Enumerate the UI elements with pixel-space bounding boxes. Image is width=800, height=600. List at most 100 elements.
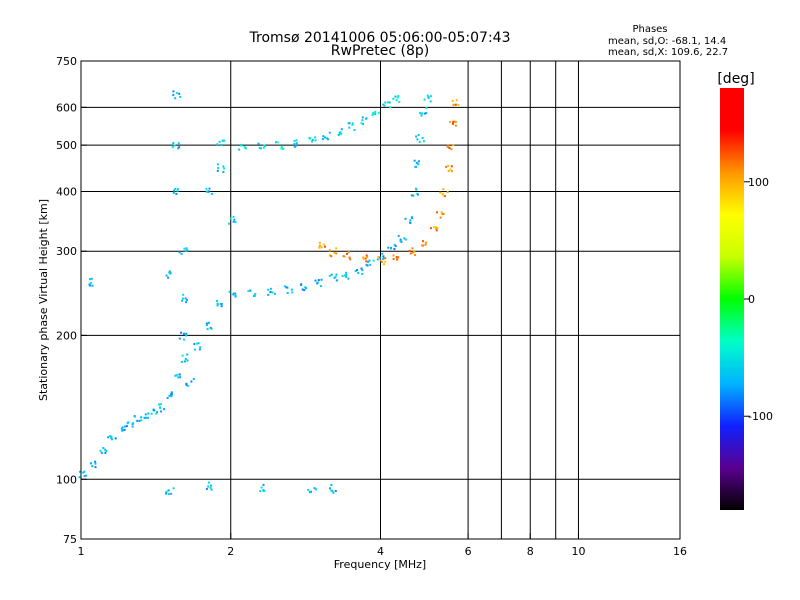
data-point	[440, 212, 443, 215]
data-point	[262, 483, 265, 486]
data-point	[445, 165, 448, 168]
data-point	[150, 412, 153, 415]
data-point	[262, 146, 265, 149]
data-point	[452, 120, 455, 123]
data-point	[170, 395, 173, 398]
x-tick-label: 1	[78, 545, 85, 558]
data-point	[176, 188, 179, 191]
data-point	[335, 273, 338, 276]
data-point	[318, 246, 321, 249]
data-point	[166, 397, 169, 399]
data-point	[104, 451, 107, 454]
y-axis-label: Stationary phase Virtual Height [km]	[37, 199, 50, 401]
data-point	[176, 189, 179, 192]
data-point	[423, 98, 426, 101]
data-point	[455, 99, 458, 102]
data-point	[457, 103, 460, 106]
colorbar-tick-label: 100	[748, 176, 769, 189]
data-point	[436, 211, 438, 214]
data-point	[177, 376, 180, 379]
data-point	[395, 256, 398, 259]
data-point	[249, 289, 252, 292]
data-point	[387, 101, 390, 104]
data-point	[335, 252, 338, 255]
data-point	[167, 276, 170, 279]
data-point	[291, 291, 294, 294]
data-point	[416, 138, 419, 141]
data-point	[392, 97, 395, 100]
data-point	[223, 167, 226, 170]
data-point	[240, 144, 243, 147]
data-point	[234, 294, 237, 297]
data-point	[368, 259, 371, 262]
data-point	[413, 251, 416, 253]
data-point	[171, 146, 174, 149]
data-point	[102, 447, 105, 449]
colorbar: [deg] 100 0 -100	[717, 71, 773, 510]
data-point	[91, 284, 94, 287]
data-point	[175, 193, 178, 195]
data-point	[181, 297, 184, 300]
data-point	[159, 407, 162, 410]
data-point	[440, 211, 443, 214]
data-point	[85, 474, 87, 477]
data-point	[357, 271, 360, 274]
data-point	[371, 113, 374, 116]
data-point	[275, 141, 277, 144]
data-point	[243, 145, 246, 148]
data-point	[190, 380, 193, 383]
data-point	[397, 95, 400, 97]
data-point	[337, 133, 340, 136]
data-point	[290, 288, 293, 291]
data-point	[185, 247, 188, 250]
data-point	[361, 116, 364, 119]
data-point	[365, 254, 368, 257]
data-point	[301, 288, 304, 291]
data-point	[179, 95, 182, 98]
data-point	[307, 488, 310, 491]
stats-x-mode: mean, sd,X: 109.6, 22.7	[608, 47, 728, 58]
y-axis-ticks: 75 100 200 300 400 500 600 750	[56, 55, 87, 546]
data-point	[309, 137, 312, 140]
data-point	[172, 487, 175, 490]
data-point	[222, 140, 225, 142]
data-point	[335, 279, 338, 282]
data-point	[127, 421, 130, 424]
data-point	[131, 425, 134, 428]
data-point	[276, 141, 279, 144]
data-point	[396, 96, 399, 99]
data-point	[423, 112, 426, 115]
data-point	[140, 416, 143, 419]
data-point	[314, 136, 317, 139]
data-point	[410, 194, 413, 197]
data-point	[180, 253, 183, 255]
y-tick-label: 300	[56, 245, 77, 258]
data-point	[442, 194, 445, 197]
data-point	[109, 435, 112, 438]
data-point	[417, 163, 420, 166]
data-point	[185, 332, 188, 335]
data-point	[121, 426, 124, 429]
data-point	[384, 260, 387, 263]
data-point	[377, 111, 380, 114]
data-point	[179, 376, 182, 379]
data-point	[451, 100, 454, 103]
data-point	[394, 245, 397, 247]
data-point	[449, 168, 452, 171]
data-point	[238, 148, 241, 151]
data-point	[365, 117, 368, 120]
data-point	[389, 106, 392, 109]
data-point	[222, 170, 225, 173]
data-point	[217, 166, 220, 169]
data-point	[442, 213, 445, 215]
colorbar-label: [deg]	[717, 71, 754, 87]
data-points	[78, 90, 460, 496]
data-point	[392, 254, 395, 257]
data-point	[390, 247, 392, 250]
data-point	[393, 243, 396, 246]
data-point	[404, 238, 407, 241]
data-point	[177, 147, 180, 150]
data-point	[271, 291, 274, 294]
data-point	[362, 123, 364, 125]
